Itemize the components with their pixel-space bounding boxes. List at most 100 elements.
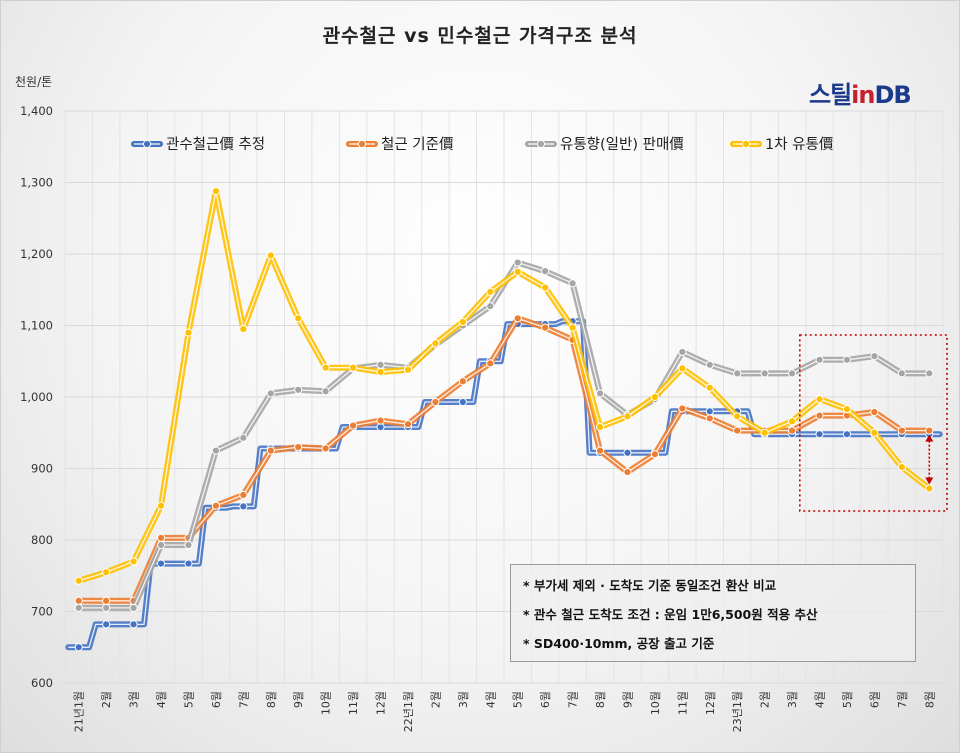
series-4-point xyxy=(74,576,83,585)
series-4-point xyxy=(897,462,906,472)
series-1-point xyxy=(156,559,166,568)
series-3-point xyxy=(787,369,797,378)
series-4-point xyxy=(870,428,879,437)
series-4-point xyxy=(458,317,467,327)
x-tick-label: 7월 xyxy=(896,691,909,708)
x-tick-label: 9월 xyxy=(292,691,305,708)
x-tick-label: 7월 xyxy=(237,691,250,708)
series-1-point xyxy=(184,559,193,568)
x-tick-label: 9월 xyxy=(621,691,634,708)
series-2-point xyxy=(403,420,413,429)
series-2-point xyxy=(705,414,714,423)
series-4-point xyxy=(678,364,687,373)
series-4-point xyxy=(156,501,166,510)
series-line-highlight-2 xyxy=(78,317,930,602)
series-3-point xyxy=(870,352,879,361)
x-tick-label: 7월 xyxy=(567,691,580,708)
highlight-box xyxy=(799,334,948,512)
series-2-point xyxy=(870,407,879,417)
series-2-point xyxy=(787,426,797,435)
y-tick-label: 1,400 xyxy=(20,104,53,118)
legend-marker-4 xyxy=(741,139,751,149)
series-3-point xyxy=(184,540,193,550)
series-4-point xyxy=(102,568,111,577)
x-tick-label: 12월 xyxy=(704,691,717,715)
x-tick-label: 23년1월 xyxy=(731,691,744,732)
series-3-point xyxy=(266,389,275,398)
series-4-point xyxy=(184,328,193,337)
y-tick-label: 1,100 xyxy=(20,319,53,333)
series-4-point xyxy=(513,267,522,276)
series-2-point xyxy=(458,377,467,386)
series-4-point xyxy=(486,287,495,296)
series-4-point xyxy=(239,324,248,334)
x-tick-label: 3월 xyxy=(786,691,799,708)
series-3-point xyxy=(294,385,303,394)
note-3: * SD400·10mm, 공장 출고 기준 xyxy=(523,636,715,651)
series-line-highlight-4 xyxy=(78,190,930,582)
x-tick-label: 2월 xyxy=(759,691,772,708)
series-1-point xyxy=(239,502,248,511)
x-tick-label: 4월 xyxy=(155,691,168,708)
x-tick-label: 12월 xyxy=(375,691,388,715)
x-tick-label: 4월 xyxy=(484,691,497,708)
gap-arrow-down-head xyxy=(925,477,934,485)
series-4-point xyxy=(925,484,934,493)
series-2-point xyxy=(815,411,824,420)
series-3-point xyxy=(74,603,83,613)
x-tick-label: 10월 xyxy=(649,691,662,715)
series-4-point xyxy=(348,363,358,372)
series-3-point xyxy=(678,347,687,357)
legend-label-3: 유통향(일반) 판매價 xyxy=(560,136,684,153)
x-tick-label: 11월 xyxy=(676,691,689,715)
series-4-point xyxy=(568,323,577,332)
series-4-point xyxy=(266,251,275,260)
series-4-point xyxy=(760,428,769,437)
series-4-point xyxy=(129,557,138,566)
series-2-point xyxy=(733,426,742,435)
series-3-point xyxy=(156,540,166,550)
logo-part-3: DB xyxy=(874,81,911,109)
legend-label-1: 관수철근價 추정 xyxy=(166,136,265,153)
series-3-point xyxy=(595,389,605,398)
x-tick-label: 8월 xyxy=(923,691,936,708)
x-tick-label: 22년1월 xyxy=(402,691,415,732)
series-4-point xyxy=(842,405,852,414)
series-2-point xyxy=(486,359,495,368)
series-2-point xyxy=(678,404,687,413)
series-3-point xyxy=(211,446,221,455)
x-tick-label: 5월 xyxy=(841,691,854,708)
x-tick-label: 3월 xyxy=(128,691,141,708)
y-tick-label: 800 xyxy=(31,533,53,547)
series-3-point xyxy=(486,302,495,311)
x-tick-label: 8월 xyxy=(594,691,607,708)
series-4-point xyxy=(376,367,385,377)
series-3-point xyxy=(541,267,550,276)
series-3-point xyxy=(102,603,111,613)
series-3-point xyxy=(733,369,742,378)
series-2-point xyxy=(541,323,550,332)
series-4-point xyxy=(403,365,413,374)
series-2-point xyxy=(376,416,385,425)
series-2-point xyxy=(348,421,358,430)
x-tick-label: 5월 xyxy=(182,691,195,708)
series-2-point xyxy=(74,596,83,605)
gap-arrow-up-head xyxy=(925,434,934,442)
y-tick-label: 900 xyxy=(31,462,53,476)
x-tick-label: 6월 xyxy=(539,691,552,708)
series-2-point xyxy=(925,426,934,435)
series-3-point xyxy=(513,258,522,267)
legend-marker-2 xyxy=(357,139,367,149)
series-1-point xyxy=(842,430,852,439)
y-tick-label: 1,200 xyxy=(20,247,53,261)
series-1-point xyxy=(458,397,467,407)
x-tick-label: 2월 xyxy=(100,691,113,708)
steelindb-logo: 스틸inDB xyxy=(809,75,912,110)
legend-label-2: 철근 기준價 xyxy=(381,136,454,153)
note-2: * 관수 철근 도착도 조건 : 운임 1만6,500원 적용 추산 xyxy=(523,607,818,622)
x-tick-label: 5월 xyxy=(512,691,525,708)
series-3-point xyxy=(897,369,906,378)
series-2-point xyxy=(156,533,166,542)
series-3-point xyxy=(568,279,577,288)
